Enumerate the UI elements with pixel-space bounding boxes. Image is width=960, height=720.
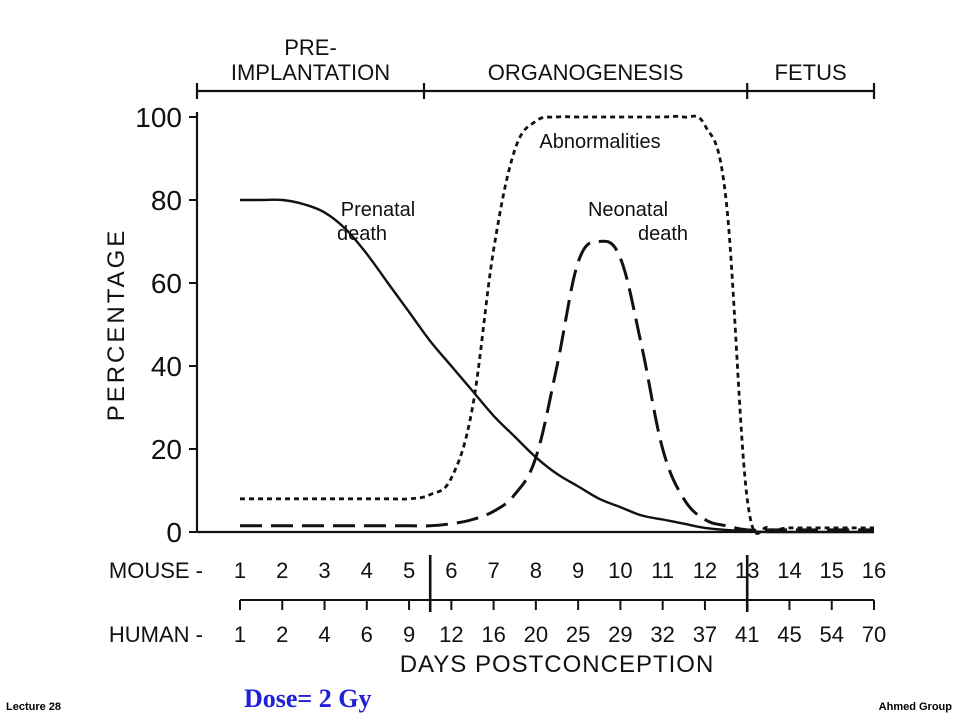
neonatal-death-curve [239, 239, 874, 532]
y-tick-label: 80 [151, 185, 182, 216]
human-day-label: 2 [276, 622, 288, 647]
mouse-day-label: 14 [777, 558, 801, 583]
human-day-label: 54 [819, 622, 843, 647]
y-axis-title: PERCENTAGE [103, 228, 130, 422]
mouse-day-label: 7 [487, 558, 499, 583]
mouse-scale-label: MOUSE - [109, 558, 203, 583]
footer-lecture: Lecture 28 [6, 701, 62, 713]
mouse-day-label: 12 [693, 558, 717, 583]
stage-label-line: PRE- [284, 35, 337, 60]
mouse-day-label: 15 [819, 558, 843, 583]
human-day-label: 29 [608, 622, 632, 647]
human-day-label: 9 [403, 622, 415, 647]
mouse-day-label: 3 [318, 558, 330, 583]
footer-author: Ahmed Group [878, 701, 952, 713]
abnormalities-label: Abnormalities [539, 131, 660, 153]
prenatal-label-line2: death [337, 223, 387, 245]
mouse-day-label: 10 [608, 558, 632, 583]
plot-frame [195, 112, 874, 534]
human-day-label: 37 [693, 622, 717, 647]
x-axis-title: DAYS POSTCONCEPTION [400, 651, 715, 678]
mouse-day-label: 5 [403, 558, 415, 583]
human-day-label: 32 [650, 622, 674, 647]
human-day-label: 70 [862, 622, 886, 647]
mouse-day-label: 16 [862, 558, 886, 583]
mouse-day-label: 4 [361, 558, 373, 583]
stage-label-line: ORGANOGENESIS [488, 60, 684, 85]
dose-caption: Dose= 2 Gy [244, 684, 372, 713]
y-tick-label: 100 [135, 102, 182, 133]
y-tick-label: 60 [151, 268, 182, 299]
x-axis-day-scales: MOUSE -HUMAN -1 2 3 4 5 6 7 8 9 10 11 12 13 14 15 161 2 4… [109, 555, 886, 678]
human-day-label: 12 [439, 622, 463, 647]
stage-label-line: IMPLANTATION [231, 60, 390, 85]
abnormalities-curve [240, 114, 874, 535]
neonatal-label-line1: Neonatal [588, 199, 668, 221]
human-day-label: 16 [481, 622, 505, 647]
developmental-stage-bar: PRE-IMPLANTATION ORGANOGENESIS FETUS [195, 35, 876, 99]
stage-label: ORGANOGENESIS [488, 60, 684, 85]
mouse-day-label: 11 [651, 558, 674, 583]
y-tick-label: 40 [151, 351, 182, 382]
mouse-day-label: 1 [234, 558, 246, 583]
y-axis: 0 20 40 60 80 100 PERCENTAGE [103, 102, 197, 548]
neonatal-label-line2: death [638, 223, 688, 245]
stage-label-line: FETUS [775, 60, 847, 85]
human-day-label: 6 [361, 622, 373, 647]
human-day-label: 25 [566, 622, 590, 647]
mouse-day-label: 6 [445, 558, 457, 583]
stage-label: FETUS [775, 60, 847, 85]
human-day-label: 1 [234, 622, 246, 647]
y-tick-label: 0 [166, 517, 182, 548]
mouse-day-label: 9 [572, 558, 584, 583]
stage-label: PRE-IMPLANTATION [231, 35, 390, 85]
mouse-day-label: 8 [530, 558, 542, 583]
human-day-label: 45 [777, 622, 801, 647]
mouse-day-label: 2 [276, 558, 288, 583]
human-day-label: 4 [318, 622, 330, 647]
human-scale-label: HUMAN - [109, 622, 203, 647]
human-day-label: 41 [735, 622, 759, 647]
prenatal-label-line1: Prenatal [341, 199, 416, 221]
human-day-label: 20 [524, 622, 548, 647]
y-tick-label: 20 [151, 434, 182, 465]
series-layer [239, 114, 874, 535]
